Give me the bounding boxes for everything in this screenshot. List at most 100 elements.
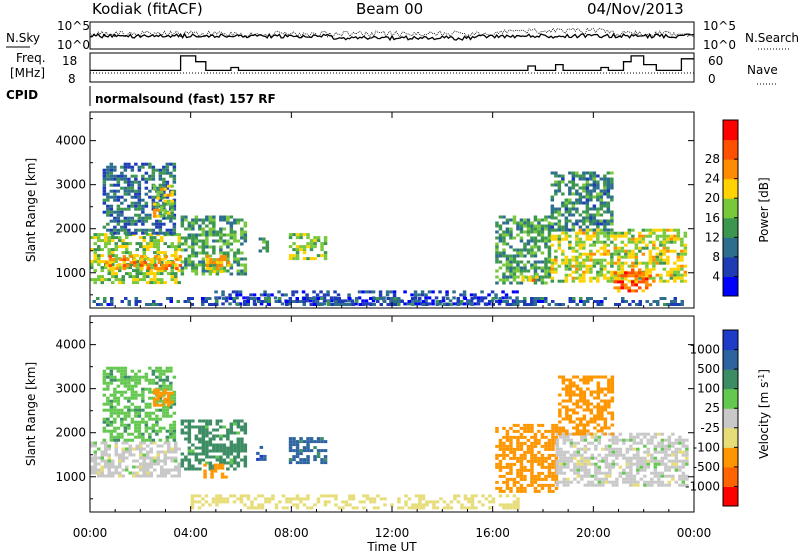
heatmap-cell — [583, 468, 588, 472]
heatmap-cell — [634, 264, 639, 268]
heatmap-cell — [155, 399, 159, 403]
heatmap-cell — [125, 456, 129, 460]
heatmap-cell — [135, 447, 139, 451]
heatmap-cell — [594, 447, 598, 451]
heatmap-cell — [685, 453, 689, 457]
heatmap-cell — [550, 264, 555, 268]
heatmap-cell — [666, 258, 670, 262]
heatmap-cell — [309, 440, 314, 444]
heatmap-cell — [421, 503, 426, 507]
heatmap-cell — [130, 369, 135, 373]
heatmap-cell — [607, 387, 611, 391]
heatmap-cell — [217, 463, 221, 467]
heatmap-cell — [502, 489, 506, 493]
heatmap-cell — [104, 462, 108, 466]
heatmap-cell — [530, 480, 534, 484]
heatmap-cell — [526, 233, 531, 237]
heatmap-cell — [177, 242, 181, 246]
heatmap-cell — [151, 426, 156, 430]
heatmap-cell — [608, 453, 612, 457]
heatmap-cell — [519, 218, 524, 222]
heatmap-cell — [184, 227, 188, 231]
heatmap-cell — [516, 227, 520, 231]
heatmap-cell — [470, 506, 475, 510]
heatmap-cell — [334, 297, 338, 300]
heatmap-cell — [106, 228, 110, 232]
heatmap-cell — [473, 296, 477, 300]
heatmap-cell — [177, 465, 181, 469]
heatmap-cell — [418, 497, 422, 501]
heatmap-cell — [135, 471, 139, 475]
heatmap-cell — [219, 264, 224, 268]
heatmap-cell — [219, 215, 223, 219]
heatmap-cell — [531, 275, 536, 279]
heatmap-cell — [123, 369, 128, 373]
heatmap-cell — [121, 239, 125, 243]
heatmap-cell — [512, 236, 517, 240]
heatmap-cell — [172, 423, 177, 427]
heatmap-cell — [169, 432, 173, 436]
heatmap-cell — [575, 237, 579, 241]
heatmap-cell — [533, 236, 538, 240]
heatmap-cell — [140, 255, 144, 259]
heatmap-cell — [118, 456, 122, 460]
heatmap-cell — [229, 224, 234, 228]
heatmap-cell — [580, 435, 584, 439]
heatmap-cell — [652, 231, 656, 235]
heatmap-cell — [172, 429, 177, 433]
heatmap-cell — [120, 375, 124, 379]
heatmap-cell — [473, 293, 477, 297]
noise-traces — [89, 27, 695, 42]
heatmap-cell — [191, 254, 195, 258]
heatmap-cell — [128, 242, 132, 246]
heatmap-cell — [235, 290, 239, 294]
heatmap-cell — [666, 234, 670, 238]
heatmap-cell — [151, 381, 156, 385]
heatmap-cell — [323, 458, 328, 462]
y-tick-label: 4000 — [55, 134, 86, 148]
heatmap-cell — [259, 454, 264, 458]
heatmap-cell — [109, 423, 114, 427]
heatmap-cell — [130, 231, 135, 235]
heatmap-cell — [104, 236, 108, 240]
heatmap-cell — [198, 227, 202, 231]
heatmap-cell — [93, 462, 97, 466]
heatmap-cell — [681, 444, 686, 448]
heatmap-cell — [631, 283, 635, 287]
heatmap-cell — [348, 494, 352, 498]
heatmap-cell — [306, 494, 310, 498]
x-tick-label: 04:00 — [173, 526, 208, 540]
heatmap-cell — [149, 266, 153, 270]
heatmap-cell — [585, 228, 590, 232]
heatmap-cell — [164, 261, 169, 265]
heatmap-cell — [535, 275, 539, 279]
heatmap-cell — [222, 449, 227, 453]
heatmap-cell — [236, 464, 241, 468]
heatmap-cell — [578, 279, 583, 283]
heatmap-cell — [593, 405, 597, 409]
heatmap-cell — [93, 281, 97, 285]
heatmap-cell — [212, 251, 216, 255]
heatmap-cell — [123, 438, 128, 442]
heatmap-cell — [608, 438, 612, 442]
heatmap-cell — [587, 459, 591, 463]
heatmap-cell — [631, 234, 635, 238]
heatmap-cell — [226, 251, 230, 255]
heatmap-cell — [159, 303, 163, 306]
heatmap-cell — [533, 269, 538, 273]
heatmap-cell — [666, 255, 670, 259]
heatmap-cell — [638, 303, 642, 306]
heatmap-cell — [596, 270, 600, 274]
heatmap-cell — [113, 216, 117, 220]
velocity-colorbar-label: Velocity [m s-1] — [757, 369, 771, 459]
heatmap-cell — [544, 269, 548, 273]
heatmap-cell — [170, 391, 174, 395]
heatmap-cell — [198, 239, 202, 243]
heatmap-cell — [678, 438, 682, 442]
heatmap-cell — [659, 243, 663, 247]
heatmap-cell — [123, 396, 128, 400]
heatmap-cell — [123, 426, 128, 430]
heatmap-cell — [435, 300, 439, 303]
heatmap-cell — [576, 450, 581, 454]
heatmap-cell — [495, 486, 499, 490]
